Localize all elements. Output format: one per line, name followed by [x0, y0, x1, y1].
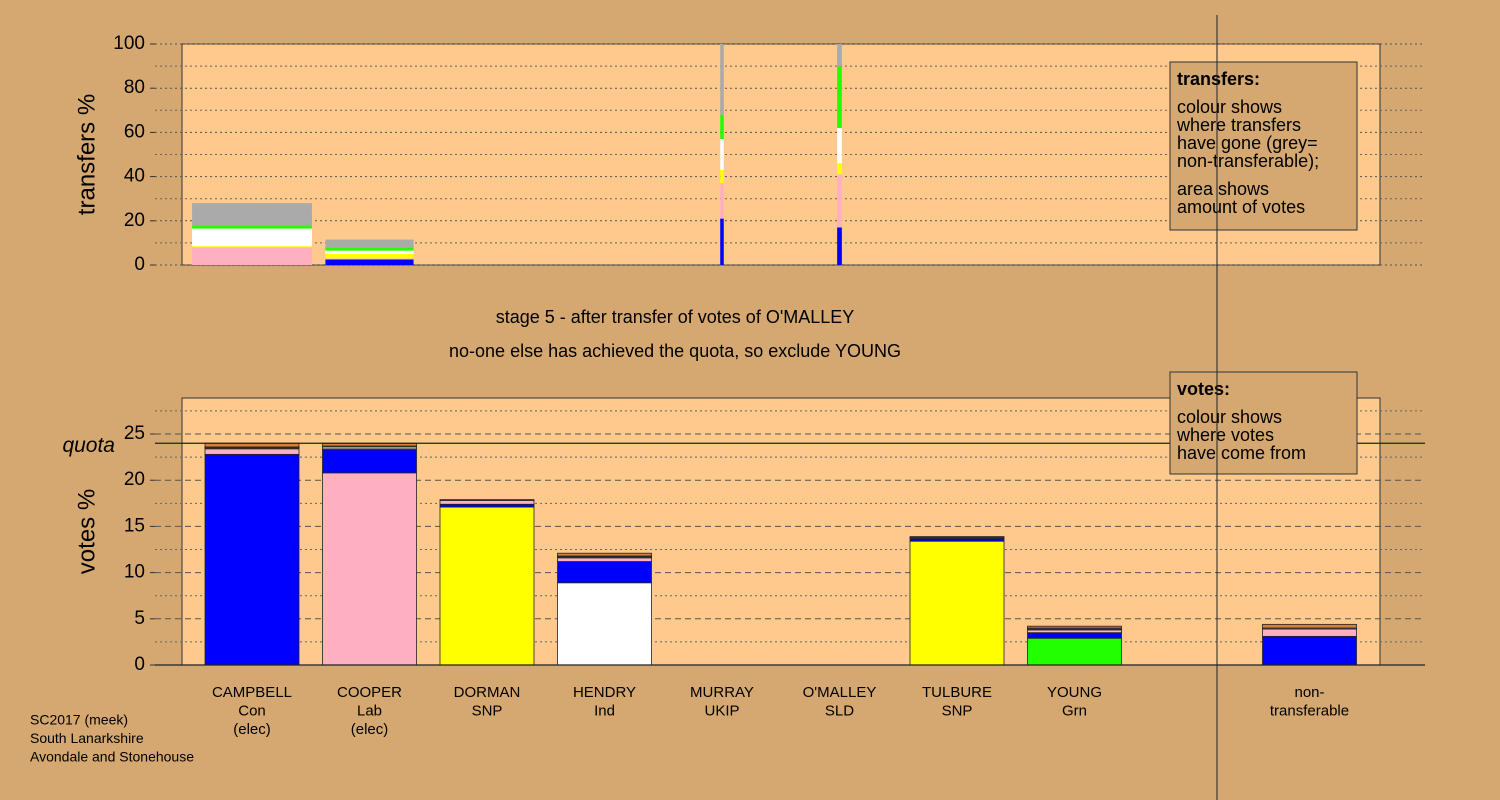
bar-segment [720, 169, 724, 184]
bar-segment [192, 228, 312, 247]
bar-segment [325, 258, 414, 260]
bar-segment [1262, 628, 1357, 637]
legend-title: votes: [1177, 379, 1230, 399]
bar-segment [837, 66, 842, 128]
footer-text: SC2017 (meek) [30, 712, 128, 728]
legend-text: amount of votes [1177, 197, 1305, 217]
bar-segment [192, 225, 312, 229]
bar-segment [192, 203, 312, 226]
bar-segment [204, 453, 300, 666]
legend-text: area shows [1177, 179, 1269, 199]
bar-segment [325, 250, 414, 254]
x-tick-label: transferable [1270, 702, 1349, 719]
x-tick-label: MURRAY [690, 684, 754, 701]
legend-title: transfers: [1177, 69, 1260, 89]
bar-segment [322, 449, 417, 474]
bar-segment [1027, 632, 1122, 639]
x-tick-label: (elec) [351, 721, 389, 738]
legend-text: colour shows [1177, 407, 1282, 427]
y-axis-label: transfers % [73, 94, 100, 215]
legend-text: where votes [1176, 425, 1274, 445]
stage-text: no-one else has achieved the quota, so e… [449, 341, 901, 361]
x-tick-label: HENDRY [573, 684, 636, 701]
bar-segment [909, 536, 1005, 538]
bar-segment [439, 499, 535, 501]
bar-segment [837, 44, 842, 67]
bar-segment [720, 114, 724, 140]
bar-segment [322, 472, 417, 666]
legend-text: non-transferable); [1177, 151, 1319, 171]
y-tick-label: 100 [113, 33, 145, 54]
bar-segment [837, 163, 842, 175]
bar-segment [1027, 625, 1122, 629]
y-tick-label: 80 [124, 77, 145, 98]
legend-box [1169, 371, 1358, 475]
y-tick-label: 5 [134, 608, 145, 629]
bar-segment [1262, 635, 1357, 666]
bar-segment [720, 44, 724, 115]
bar-segment [325, 239, 414, 248]
x-tick-label: SNP [472, 702, 503, 719]
quota-label: quota [62, 434, 115, 457]
x-tick-label: Con [238, 702, 266, 719]
footer-text: Avondale and Stonehouse [30, 749, 194, 765]
y-tick-label: 10 [124, 562, 145, 583]
bar-segment [439, 503, 535, 508]
bar-segment [909, 540, 1005, 666]
x-tick-label: TULBURE [922, 684, 992, 701]
bar-segment [1262, 623, 1357, 629]
x-tick-label: O'MALLEY [803, 684, 877, 701]
x-tick-label: Grn [1062, 702, 1087, 719]
legend-box [1169, 61, 1358, 231]
y-tick-label: 40 [124, 166, 145, 187]
bar-segment [557, 561, 652, 584]
bar-segment [1027, 629, 1122, 634]
y-tick-label: 60 [124, 121, 145, 142]
x-tick-label: non- [1294, 684, 1324, 701]
bar-segment [557, 557, 652, 562]
bar-segment [192, 246, 312, 248]
legend-text: have gone (grey= [1177, 133, 1318, 153]
y-tick-label: 20 [124, 469, 145, 490]
bar-segment [325, 247, 414, 251]
y-axis-label: votes % [73, 489, 100, 574]
bar-segment [720, 139, 724, 170]
y-tick-label: 0 [134, 654, 145, 675]
y-tick-label: 25 [124, 423, 145, 444]
y-tick-label: 20 [124, 210, 145, 231]
bar-segment [204, 448, 300, 455]
bar-segment [837, 127, 842, 164]
legend-text: colour shows [1177, 97, 1282, 117]
legend-text: have come from [1177, 443, 1306, 463]
bar-segment [325, 253, 414, 259]
legend-text: where transfers [1176, 115, 1301, 135]
y-tick-label: 0 [134, 254, 145, 275]
x-tick-label: SLD [825, 702, 854, 719]
x-tick-label: Ind [594, 702, 615, 719]
bar-segment [720, 218, 724, 265]
x-tick-label: COOPER [337, 684, 402, 701]
bar-segment [557, 552, 652, 557]
x-tick-label: CAMPBELL [212, 684, 292, 701]
bar-segment [837, 227, 842, 265]
stage-text: stage 5 - after transfer of votes of O'M… [496, 307, 855, 327]
x-tick-label: SNP [942, 702, 973, 719]
bar-segment [909, 538, 1005, 542]
footer-text: South Lanarkshire [30, 730, 144, 746]
bar-segment [557, 582, 652, 666]
bar-segment [837, 174, 842, 228]
x-tick-label: DORMAN [454, 684, 521, 701]
x-tick-label: (elec) [233, 721, 271, 738]
x-tick-label: UKIP [704, 702, 739, 719]
bar-segment [1027, 637, 1122, 666]
bar-segment [720, 183, 724, 219]
bar-segment [439, 500, 535, 505]
bar-segment [325, 259, 414, 265]
x-tick-label: Lab [357, 702, 382, 719]
bar-segment [192, 247, 312, 265]
y-tick-label: 15 [124, 515, 145, 536]
bar-segment [439, 506, 535, 666]
x-tick-label: YOUNG [1047, 684, 1102, 701]
